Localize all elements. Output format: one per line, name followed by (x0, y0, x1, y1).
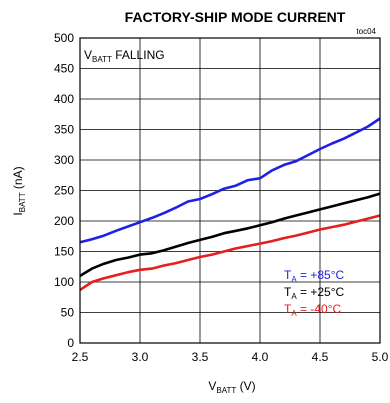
legend: TA = +85°CTA = +25°CTA = -40°C (284, 268, 345, 318)
series-lines (79, 117, 381, 291)
plot-frame (79, 37, 381, 344)
y-tick-label: 100 (54, 275, 74, 289)
legend-entry: TA = +85°C (284, 268, 345, 284)
y-tick-label: 300 (54, 153, 74, 167)
x-axis-label: VBATT (V) (208, 379, 255, 395)
y-tick-label: 200 (54, 214, 74, 228)
y-tick-label: 400 (54, 92, 74, 106)
y-tick-label: 500 (54, 31, 74, 45)
x-tick-label: 2.5 (72, 350, 89, 364)
y-tick-label: 250 (54, 184, 74, 198)
grid (80, 38, 380, 343)
y-tick-label: 0 (67, 336, 74, 350)
figure-tag: toc04 (356, 27, 376, 36)
series-line-0 (79, 117, 381, 244)
y-tick-label: 50 (61, 306, 75, 320)
x-tick-label: 5.0 (372, 350, 389, 364)
y-axis-label: IBATT (nA) (11, 166, 27, 215)
x-tick-labels: 2.5 3.0 3.5 4.0 4.5 5.0 (72, 350, 389, 364)
series-line-1 (79, 192, 381, 278)
x-tick-label: 4.0 (252, 350, 269, 364)
chart-title: FACTORY-SHIP MODE CURRENT (125, 9, 346, 25)
legend-entry: TA = -40°C (284, 302, 342, 318)
y-tick-label: 350 (54, 123, 74, 137)
y-tick-label: 150 (54, 245, 74, 259)
series-line-2 (79, 214, 381, 291)
legend-entry: TA = +25°C (284, 285, 345, 301)
x-tick-label: 4.5 (312, 350, 329, 364)
condition-annotation: VBATT FALLING (84, 48, 165, 64)
x-tick-label: 3.0 (132, 350, 149, 364)
x-tick-label: 3.5 (192, 350, 209, 364)
y-tick-labels: 0 50 100 150 200 250 300 350 400 450 500 (54, 31, 74, 350)
y-tick-label: 450 (54, 62, 74, 76)
